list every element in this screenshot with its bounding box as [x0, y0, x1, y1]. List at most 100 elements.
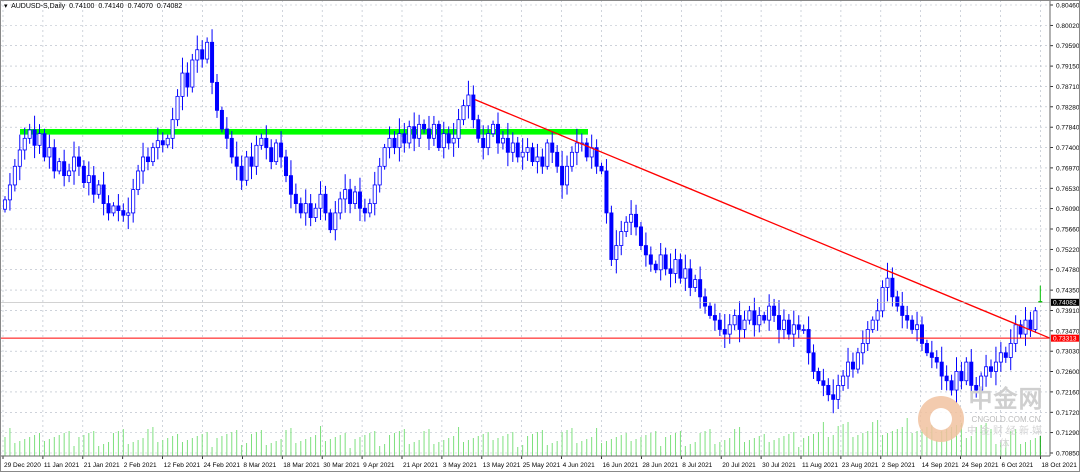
- candle: [579, 133, 584, 152]
- candle: [461, 99, 466, 126]
- candle: [555, 145, 560, 173]
- candle: [500, 131, 505, 150]
- candle-body: [456, 119, 461, 139]
- candle: [949, 374, 954, 396]
- candle: [781, 309, 786, 340]
- candle-body: [1003, 352, 1008, 358]
- candle: [974, 377, 979, 398]
- candle-body: [461, 105, 466, 121]
- candle-body: [707, 305, 712, 316]
- candle: [707, 302, 712, 319]
- candle-body: [693, 279, 698, 288]
- x-tick-label: 14 Sep 2021: [922, 462, 959, 469]
- candle: [954, 357, 959, 403]
- candle: [495, 112, 500, 154]
- candle: [989, 359, 994, 378]
- candle: [1008, 329, 1013, 371]
- candle-body: [67, 170, 72, 177]
- candle-body: [939, 361, 944, 377]
- candle: [545, 139, 550, 170]
- candle-body: [106, 203, 111, 214]
- candle-body: [441, 133, 446, 149]
- candle: [3, 196, 8, 213]
- candle: [905, 305, 910, 329]
- candle-body: [801, 329, 806, 331]
- candle-body: [91, 175, 96, 195]
- candle: [777, 300, 782, 344]
- candle-body: [382, 147, 387, 167]
- candle-body: [949, 380, 954, 391]
- candle-body: [993, 361, 998, 372]
- candle: [860, 330, 865, 365]
- candle: [412, 112, 417, 152]
- candle-body: [574, 142, 579, 153]
- candle-body: [836, 385, 841, 400]
- candle-body: [629, 213, 634, 223]
- candle: [431, 115, 436, 146]
- candle: [648, 246, 653, 272]
- candle: [890, 267, 895, 307]
- candle: [22, 127, 27, 160]
- candle-body: [3, 199, 8, 210]
- candle: [565, 155, 570, 195]
- candle: [811, 344, 816, 379]
- symbol-label: AUDUSD-S,Daily: [11, 3, 66, 10]
- candle-body: [1013, 324, 1018, 344]
- candle-body: [318, 193, 323, 209]
- candle: [993, 346, 998, 386]
- candle: [806, 316, 811, 365]
- candle-body: [624, 221, 629, 232]
- candle: [998, 342, 1003, 372]
- candle: [638, 222, 643, 250]
- candle-body: [338, 198, 343, 214]
- y-tick-label: 0.76530: [1056, 186, 1080, 193]
- candle: [32, 115, 37, 159]
- x-tick-label: 21 Jan 2021: [84, 462, 120, 469]
- candle-body: [989, 366, 994, 372]
- y-tick-label: 0.75220: [1056, 247, 1080, 254]
- candle: [929, 340, 934, 369]
- candle: [703, 288, 708, 314]
- candle: [569, 146, 574, 172]
- candle-body: [27, 129, 32, 139]
- candle: [1038, 285, 1043, 303]
- candle-body: [269, 147, 274, 163]
- y-tick-label: 0.78710: [1056, 84, 1080, 91]
- candle: [1018, 319, 1023, 339]
- candle: [471, 85, 476, 129]
- candle: [219, 106, 224, 133]
- y-tick-label: 0.73910: [1056, 308, 1080, 315]
- candle-body: [42, 133, 47, 158]
- cngold-logo-icon: [918, 396, 964, 442]
- candle-body: [86, 175, 91, 184]
- triangle-down-icon[interactable]: ▾: [4, 3, 8, 10]
- candle-body: [491, 123, 496, 135]
- candle-body: [150, 147, 155, 163]
- candle: [343, 174, 348, 213]
- candle: [1023, 307, 1028, 346]
- candle-body: [806, 329, 811, 354]
- candle-body: [407, 126, 412, 144]
- candle-body: [870, 319, 875, 330]
- candle-body: [762, 315, 767, 321]
- candle: [131, 178, 136, 223]
- candle: [17, 134, 22, 181]
- candle-body: [821, 380, 826, 386]
- candle-body: [737, 315, 742, 330]
- trendline: [474, 99, 1051, 339]
- candle-body: [722, 329, 727, 335]
- x-tick-label: 2 Sep 2021: [882, 462, 916, 469]
- candle-body: [688, 268, 693, 288]
- candle: [712, 303, 717, 331]
- x-tick-label: 2 Feb 2021: [124, 462, 157, 469]
- candle-body: [550, 142, 555, 153]
- candle: [57, 157, 62, 175]
- candle: [224, 117, 229, 150]
- y-tick-label: 0.77840: [1056, 125, 1080, 132]
- candle-body: [17, 149, 22, 167]
- y-tick-label: 0.79590: [1056, 43, 1080, 50]
- x-tick-label: 11 Aug 2021: [802, 462, 838, 469]
- candle-body: [343, 189, 348, 200]
